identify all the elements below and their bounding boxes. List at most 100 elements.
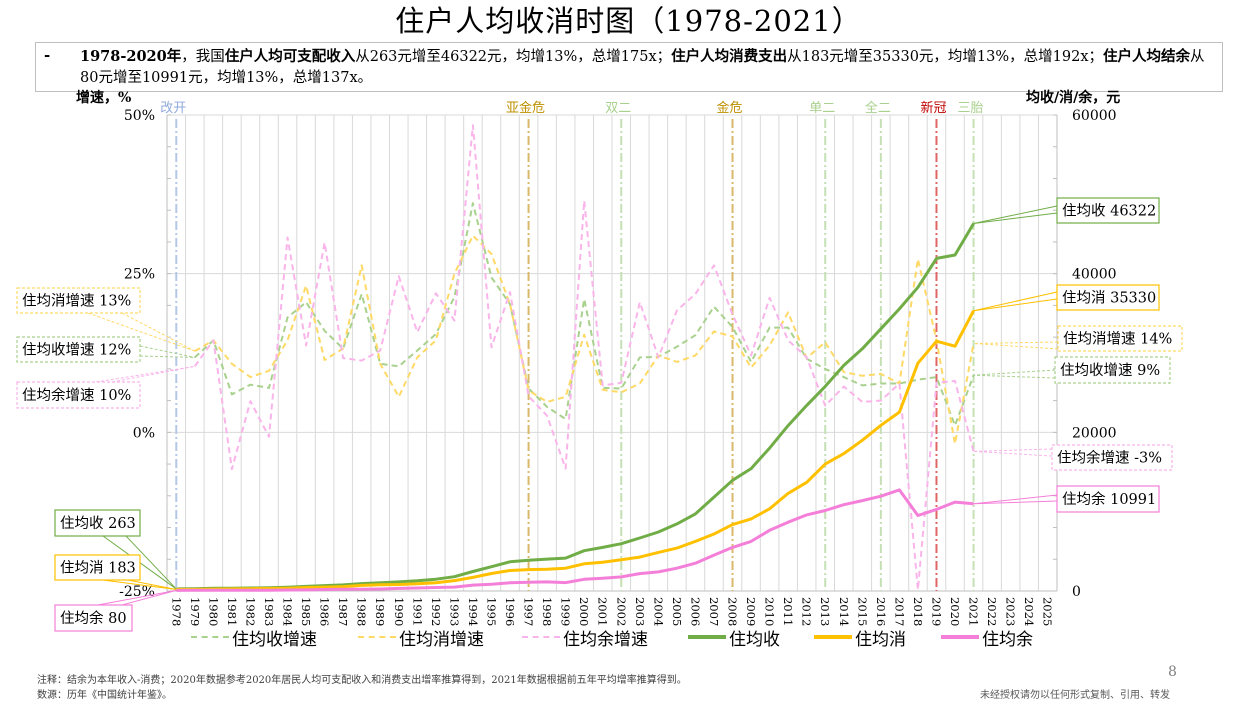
x-tick-label: 1989: [373, 597, 387, 626]
y-right-tick-label: 60000: [1072, 108, 1117, 124]
callout-leader-line: [973, 298, 1058, 312]
summary-segment: 住户人均可支配收入: [224, 48, 356, 65]
summary-bullet: -: [44, 46, 51, 64]
x-tick-label: 2015: [855, 597, 869, 626]
event-label: 改开: [160, 101, 186, 116]
callout-leader-line: [127, 579, 177, 591]
legend-swatch: [358, 636, 396, 638]
callout-leader-line: [139, 355, 195, 358]
x-tick-label: 2024: [1022, 597, 1036, 626]
x-tick-label: 1998: [540, 597, 554, 626]
callout-leader-line: [95, 365, 195, 383]
callout: 住均余增速 10%: [16, 365, 195, 409]
summary-segment: 1978-2020年: [80, 48, 182, 65]
summary-box: - 1978-2020年，我国住户人均可支配收入从263元增至46322元，均增…: [35, 42, 1223, 92]
event-label: 金危: [717, 100, 743, 116]
x-tick-label: 2003: [633, 597, 647, 626]
callout-label: 住均余 10991: [1062, 490, 1156, 508]
x-tick-label: 1982: [243, 597, 257, 626]
x-tick-label: 2025: [1041, 597, 1055, 626]
callout-box: [54, 554, 141, 581]
callout-leader-line: [973, 448, 1053, 452]
x-tick-label: 2006: [688, 597, 702, 626]
x-tick-label: 1983: [262, 597, 276, 626]
x-tick-label: 1984: [281, 597, 295, 626]
legend-label: 住均收增速: [232, 629, 317, 650]
callout-box: [1056, 284, 1160, 311]
legend-item-income: 住均收: [688, 625, 780, 650]
x-tick-label: 1994: [466, 597, 480, 626]
callout-label: 住均收 46322: [1062, 203, 1156, 220]
x-tick-label: 2014: [837, 597, 851, 626]
x-tick-label: 2009: [744, 597, 758, 626]
callout-leader-line: [121, 312, 196, 352]
callout-box: [16, 381, 141, 409]
callout: 住均消 183: [54, 554, 177, 591]
event-label: 全二: [865, 100, 891, 116]
footer-source: 数源：历年《中国统计年鉴》。: [37, 690, 172, 701]
x-tick-label: 1991: [410, 597, 424, 626]
summary-segment: 住户人均消费支出: [671, 48, 788, 65]
callout-label: 住均余增速 -3%: [1057, 449, 1162, 467]
x-tick-label: 1987: [336, 597, 350, 626]
callout-box: [54, 509, 141, 537]
summary-segment: 从263元增至46322元，均增13%，总增175x；: [355, 49, 672, 65]
x-tick-label: 2002: [614, 597, 628, 626]
event-label: 亚金危: [506, 100, 545, 116]
legend-item-savings: 住均余: [941, 625, 1033, 650]
callout-label: 住均消增速 14%: [1063, 331, 1172, 348]
callout: 住均余 80: [54, 589, 177, 632]
x-tick-label: 2013: [818, 597, 832, 626]
x-tick-label: 2023: [1004, 597, 1018, 626]
x-tick-label: 1978: [169, 597, 183, 626]
event-markers: 改开 亚金危 双二 金危 单二 全二 新冠 三胎: [160, 100, 984, 591]
callout-box: [1057, 325, 1183, 352]
page-title: 住户人均收消时图（1978-2021）: [395, 4, 862, 38]
x-tick-label: 2022: [985, 597, 999, 626]
callout-leader-line: [973, 369, 1056, 376]
x-tick-label: 1996: [503, 597, 517, 626]
y-right-tick-label: 0: [1072, 584, 1081, 600]
y-left-tick-label: 50%: [124, 108, 155, 124]
callout: 住均收增速 9%: [973, 356, 1171, 384]
legend-label: 住均消: [855, 629, 906, 650]
callout-box: [1056, 485, 1160, 513]
legend-label: 住均消增速: [399, 629, 484, 650]
x-tick-label: 1981: [225, 597, 239, 626]
y-left-tick-label: 25%: [124, 267, 155, 283]
x-tick-label: 2011: [781, 597, 795, 626]
left-axis-title: 增速，%: [76, 90, 132, 106]
callout-leader-line: [121, 589, 177, 606]
series-line-savings-growth: [193, 124, 975, 591]
x-tick-label: 1992: [429, 597, 443, 626]
x-tick-label: 1979: [188, 597, 202, 626]
callout: 住均消 35330: [973, 284, 1160, 312]
callout-box: [16, 336, 141, 363]
series-line-consumption-growth: [194, 234, 975, 445]
callout-leader-line: [973, 450, 1053, 457]
event-label: 新冠: [920, 100, 946, 116]
callout-label: 住均收增速 9%: [1060, 362, 1160, 379]
callout-box: [1056, 197, 1160, 224]
legend-label: 住均余增速: [563, 629, 648, 650]
callout-label: 住均消 35330: [1062, 290, 1156, 307]
callout: 住均收 263: [54, 509, 177, 590]
x-tick-label: 1997: [522, 597, 536, 626]
x-tick-label: 2017: [892, 597, 906, 626]
x-tick-label: 1980: [206, 597, 220, 626]
x-tick-label: 2016: [874, 597, 888, 626]
legend-swatch: [522, 636, 560, 638]
callout-leader-line: [125, 535, 177, 590]
callout: 住均收增速 12%: [16, 336, 195, 363]
callout-leader-line: [97, 589, 177, 606]
event-label: 三胎: [958, 101, 984, 116]
callout-label: 住均消 183: [60, 560, 136, 577]
page-number: 8: [1168, 664, 1177, 680]
callout-label: 住均消增速 13%: [22, 293, 131, 310]
x-tick-label: 2019: [929, 597, 943, 626]
x-tick-label: 1995: [484, 597, 498, 626]
callout-label: 住均收 263: [60, 515, 136, 532]
legend-label: 住均收: [729, 629, 780, 650]
gridlines: [166, 114, 1058, 591]
